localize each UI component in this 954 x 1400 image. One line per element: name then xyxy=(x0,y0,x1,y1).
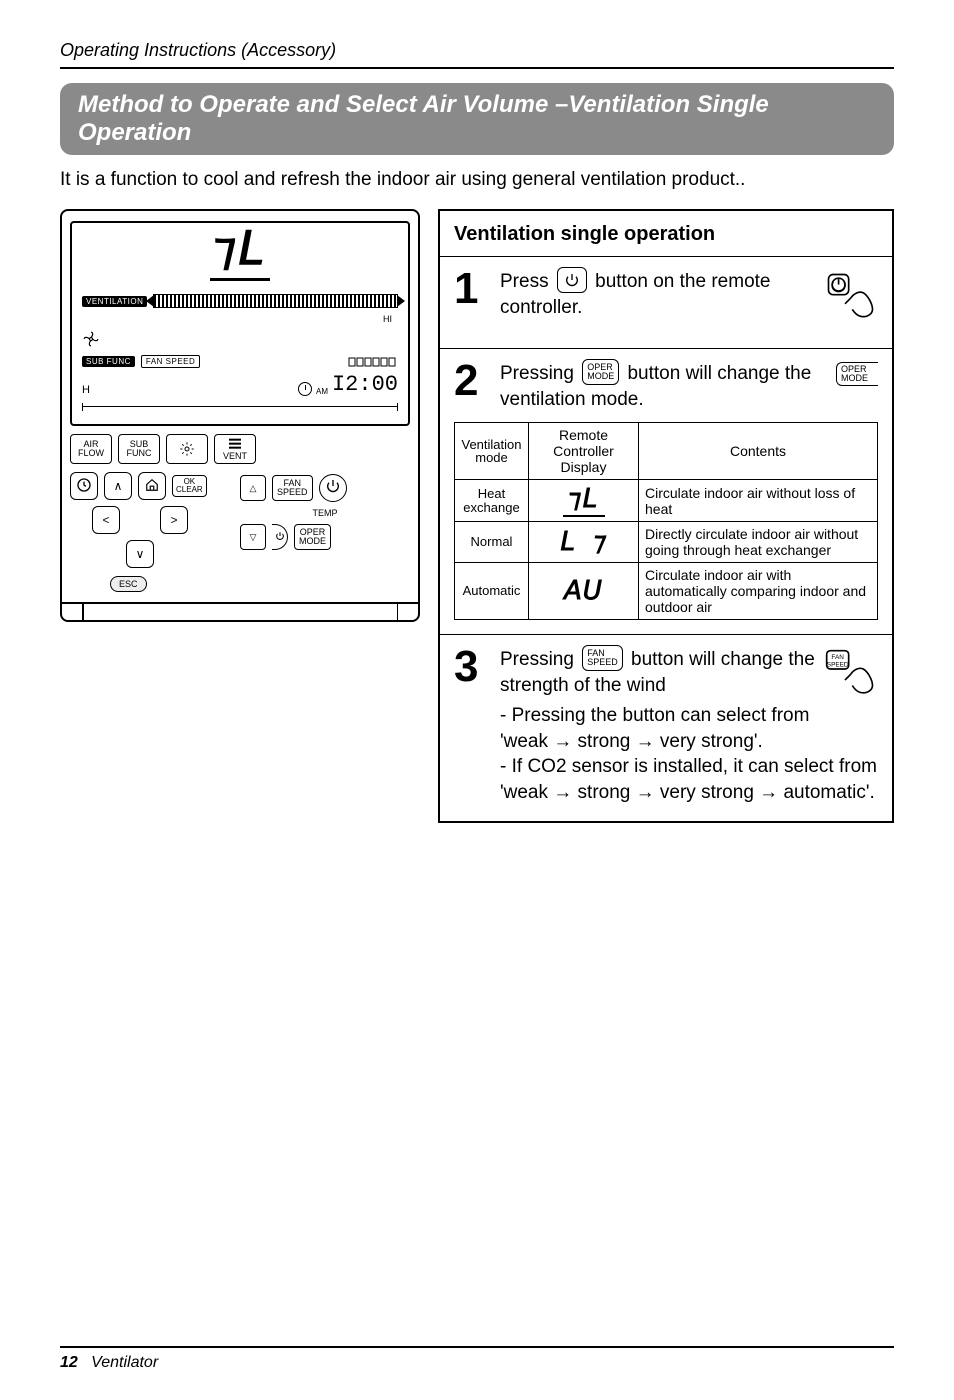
triangle-down-icon: ▽ xyxy=(250,533,257,542)
temp-label: TEMP xyxy=(240,508,410,518)
seg-normal-icon: 𝘓 ⁊ xyxy=(560,527,606,558)
steps-heading: Ventilation single operation xyxy=(440,211,892,256)
page-title: Method to Operate and Select Air Volume … xyxy=(60,83,894,155)
lcd-scale xyxy=(82,406,398,416)
chevron-down-icon: ∨ xyxy=(136,547,145,561)
hi-label: HI xyxy=(82,314,398,324)
sub-func-button[interactable]: SUB FUNC xyxy=(118,434,160,464)
steps-panel: Ventilation single operation 1 xyxy=(438,209,894,823)
fan-speed-label: FAN SPEED xyxy=(141,355,200,368)
home-icon xyxy=(145,478,159,495)
inline-fan-speed-button: FAN SPEED xyxy=(582,645,623,671)
chevron-right-icon: > xyxy=(170,513,177,527)
power-icon xyxy=(564,272,580,288)
h-indicator: H xyxy=(82,384,90,396)
table-row: Automatic 𝘈𝘜 Circulate indoor air with a… xyxy=(455,563,878,620)
step-number: 2 xyxy=(454,361,490,413)
remote-lcd: ⁊𝘓 VENTILATION HI xyxy=(70,221,410,426)
temp-up-button[interactable]: △ xyxy=(240,475,266,501)
up-button[interactable]: ∧ xyxy=(104,472,132,500)
clock-icon xyxy=(76,477,92,496)
left-button[interactable]: < xyxy=(92,506,120,534)
air-flow-button[interactable]: AIR FLOW xyxy=(70,434,112,464)
inline-oper-mode-button: OPER MODE xyxy=(582,359,619,385)
table-row: Heat exchange ⁊𝘓 Circulate indoor air wi… xyxy=(455,480,878,522)
ok-clear-button[interactable]: OK CLEAR xyxy=(172,475,207,497)
air-volume-bar xyxy=(153,294,398,308)
step-number: 3 xyxy=(454,647,490,805)
vent-button[interactable]: VENT xyxy=(214,434,256,464)
am-label: AM xyxy=(316,387,328,396)
remote-controller-illustration: ⁊𝘓 VENTILATION HI xyxy=(60,209,420,622)
step3-line-2: - If CO2 sensor is installed, it can sel… xyxy=(500,754,878,805)
esc-button[interactable]: ESC xyxy=(110,576,147,592)
table-header-mode: Ventilation mode xyxy=(455,423,529,480)
table-row: Normal 𝘓 ⁊ Directly circulate indoor air… xyxy=(455,522,878,563)
fan-icon xyxy=(82,330,100,348)
hand-press-fan-icon: FAN SPEED xyxy=(823,647,878,710)
sub-func-label: SUB FUNC xyxy=(82,356,135,367)
clock-icon xyxy=(298,382,312,396)
page-header: Operating Instructions (Accessory) xyxy=(60,40,894,61)
inline-power-button xyxy=(557,267,587,293)
remote-base xyxy=(62,602,418,620)
fan-speed-button[interactable]: FAN SPEED xyxy=(272,475,313,501)
seg-auto-icon: 𝘈𝘜 xyxy=(564,576,603,607)
table-header-contents: Contents xyxy=(639,423,878,480)
svg-text:SPEED: SPEED xyxy=(827,662,849,669)
lcd-time: I2:00 xyxy=(332,374,398,396)
gear-icon xyxy=(179,441,195,457)
down-button[interactable]: ∨ xyxy=(126,540,154,568)
schedule-dots-icon xyxy=(348,354,398,368)
intro-text: It is a function to cool and refresh the… xyxy=(60,169,894,191)
lcd-main-segment: ⁊𝘓 xyxy=(82,233,398,272)
step-2: 2 OPER MODE Pressing OPER MODE button wi… xyxy=(440,349,892,635)
settings-button[interactable] xyxy=(166,434,208,464)
step2-text-a: Pressing xyxy=(500,363,579,384)
chevron-left-icon: < xyxy=(102,513,109,527)
power-small-icon xyxy=(275,528,285,546)
power-button[interactable] xyxy=(319,474,347,502)
svg-text:FAN: FAN xyxy=(831,654,844,661)
step3-text-a: Pressing xyxy=(500,649,579,670)
vent-icon xyxy=(227,436,243,452)
seg-heat-exchange-icon: ⁊𝘓 xyxy=(563,484,605,517)
step-1: 1 Press xyxy=(440,257,892,348)
header-rule xyxy=(60,67,894,69)
chevron-up-icon: ∧ xyxy=(114,479,123,493)
step3-line-1: - Pressing the button can select from 'w… xyxy=(500,703,878,754)
temp-down-button[interactable]: ▽ xyxy=(240,524,266,550)
oper-mode-button[interactable]: OPER MODE xyxy=(294,524,331,550)
half-moon-button[interactable] xyxy=(272,524,288,550)
right-button[interactable]: > xyxy=(160,506,188,534)
ventilation-label: VENTILATION xyxy=(82,296,147,307)
triangle-up-icon: △ xyxy=(250,484,257,493)
hand-press-icon xyxy=(823,269,878,332)
page-footer: 12 Ventilator xyxy=(60,1346,894,1372)
footer-section-name: Ventilator xyxy=(91,1354,158,1371)
timer-button[interactable] xyxy=(70,472,98,500)
oper-mode-clipped-icon: OPER MODE xyxy=(836,361,878,387)
power-icon xyxy=(325,478,341,499)
home-button[interactable] xyxy=(138,472,166,500)
ventilation-mode-table: Ventilation mode Remote Controller Displ… xyxy=(454,422,878,620)
step-3: 3 FAN SPEED Pressing xyxy=(440,635,892,821)
footer-page-number: 12 xyxy=(60,1354,78,1371)
step1-text-a: Press xyxy=(500,271,554,292)
table-header-display: Remote Controller Display xyxy=(529,423,639,480)
step-number: 1 xyxy=(454,269,490,332)
